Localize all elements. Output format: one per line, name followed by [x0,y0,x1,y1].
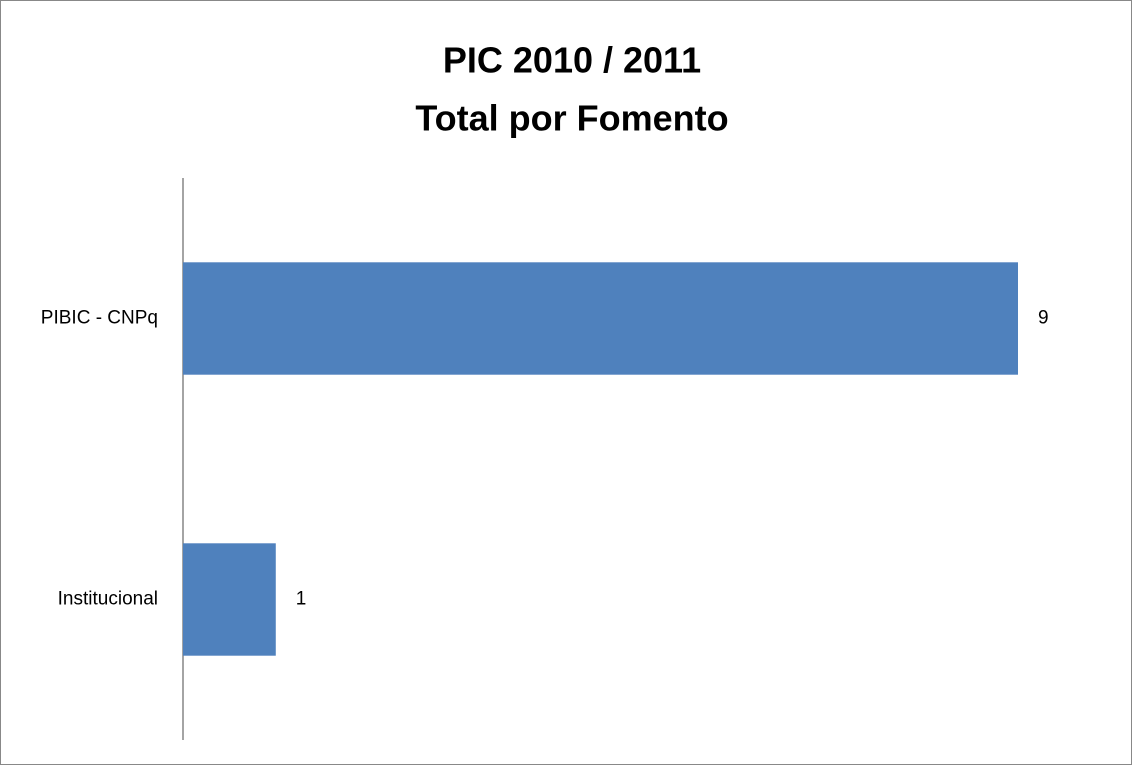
value-label: 9 [1038,308,1049,329]
value-label: 1 [296,589,307,610]
category-label: Institucional [58,589,158,610]
chart-subtitle: Total por Fomento [415,98,728,139]
category-label: PIBIC - CNPq [41,308,158,329]
bar [183,262,1018,375]
bar [183,543,276,656]
chart-title: PIC 2010 / 2011 [443,40,701,81]
